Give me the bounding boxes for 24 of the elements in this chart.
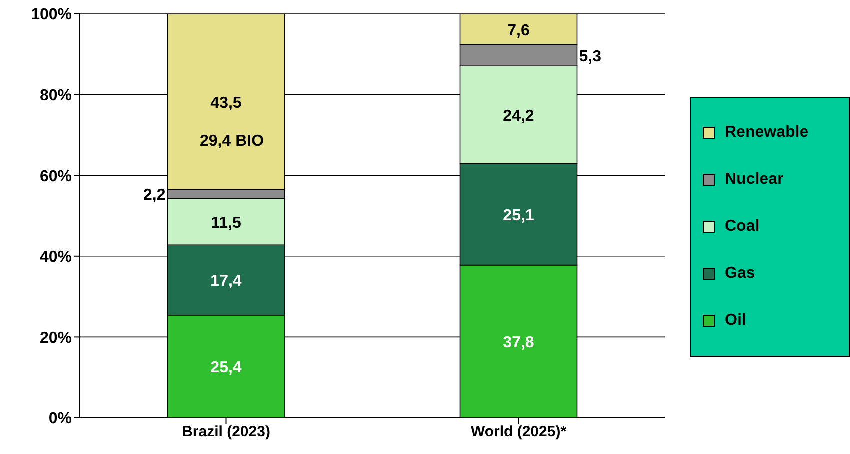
data-label: 17,4 bbox=[210, 273, 242, 290]
y-tick-label: 60% bbox=[40, 168, 72, 186]
legend-label: Oil bbox=[724, 312, 748, 330]
legend-label: Gas bbox=[724, 264, 756, 283]
y-tick-label: 100% bbox=[31, 6, 72, 24]
data-label: 24,2 bbox=[503, 108, 534, 125]
legend-label: Renewable bbox=[724, 124, 810, 142]
data-label: 25,1 bbox=[503, 208, 534, 225]
data-label: 11,5 bbox=[211, 214, 242, 232]
data-label: 43,5 bbox=[210, 94, 242, 112]
legend-label: Nuclear bbox=[724, 171, 785, 190]
y-tick-label: 0% bbox=[48, 410, 72, 428]
y-tick-label: 80% bbox=[40, 87, 72, 104]
y-tick-label: 40% bbox=[40, 249, 72, 266]
x-tick-label: Brazil (2023) bbox=[182, 424, 270, 441]
annotation: 29,4 BIO bbox=[198, 133, 266, 151]
data-label: 2,2 bbox=[144, 187, 166, 204]
legend-label: Coal bbox=[724, 218, 761, 236]
data-label: 37,8 bbox=[503, 334, 534, 352]
data-label: 7,6 bbox=[508, 22, 530, 40]
data-label: 5,3 bbox=[579, 48, 602, 66]
y-tick-label: 20% bbox=[40, 330, 72, 347]
x-tick-label: World (2025)* bbox=[470, 424, 567, 441]
data-label: 25,4 bbox=[210, 360, 242, 377]
